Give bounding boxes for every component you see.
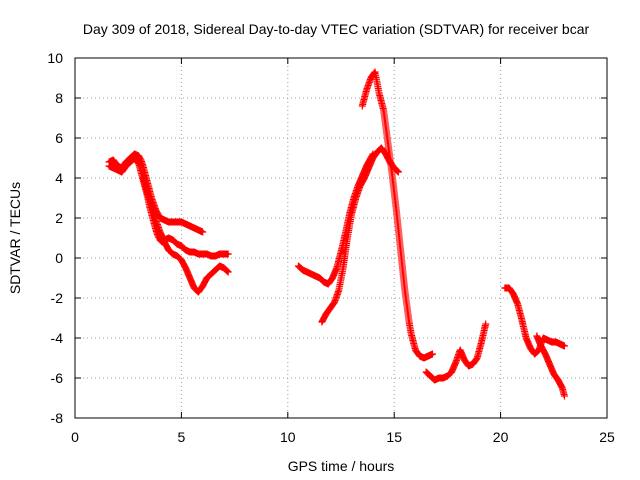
x-tick-label: 15 [386, 429, 402, 445]
data-point [429, 350, 437, 358]
y-tick-label: 10 [47, 50, 63, 66]
x-tick-label: 5 [178, 429, 186, 445]
plot-area [105, 68, 568, 400]
grid [75, 58, 607, 418]
series-arc-a3 [139, 174, 232, 296]
data-point [394, 167, 402, 175]
plot-frame [74, 57, 608, 419]
data-point [393, 167, 401, 175]
x-tick-label: 10 [280, 429, 296, 445]
y-tick-label: -4 [51, 330, 64, 346]
data-point [394, 168, 402, 176]
axes: 0 5 10 15 20 25 -8 -6 -4 -2 0 2 4 6 8 10 [47, 50, 615, 445]
series-arc-b4 [422, 320, 490, 384]
series-arc-b3 [358, 68, 437, 362]
y-tick-label: 0 [55, 250, 63, 266]
data-point [560, 342, 568, 350]
y-tick-label: -8 [51, 410, 64, 426]
y-tick-label: 2 [55, 210, 63, 226]
y-tick-label: -6 [51, 370, 64, 386]
y-tick-label: 8 [55, 90, 63, 106]
y-tick-label: 6 [55, 130, 63, 146]
series-arc-c2 [533, 332, 568, 400]
data-point [224, 250, 232, 258]
x-tick-label: 0 [71, 429, 79, 445]
data-point [223, 267, 231, 275]
y-tick-label: -2 [51, 290, 64, 306]
chart-title: Day 309 of 2018, Sidereal Day-to-day VTE… [83, 21, 590, 37]
y-axis-label: SDTVAR / TECUs [7, 182, 23, 294]
series-arc-c1 [501, 284, 568, 358]
x-tick-label: 20 [493, 429, 509, 445]
data-point [560, 392, 568, 400]
x-tick-label: 25 [599, 429, 615, 445]
data-point [224, 268, 232, 276]
data-point [199, 228, 207, 236]
data-point [224, 267, 232, 275]
data-point [482, 320, 490, 328]
x-axis-label: GPS time / hours [288, 458, 395, 474]
y-tick-label: 4 [55, 170, 63, 186]
